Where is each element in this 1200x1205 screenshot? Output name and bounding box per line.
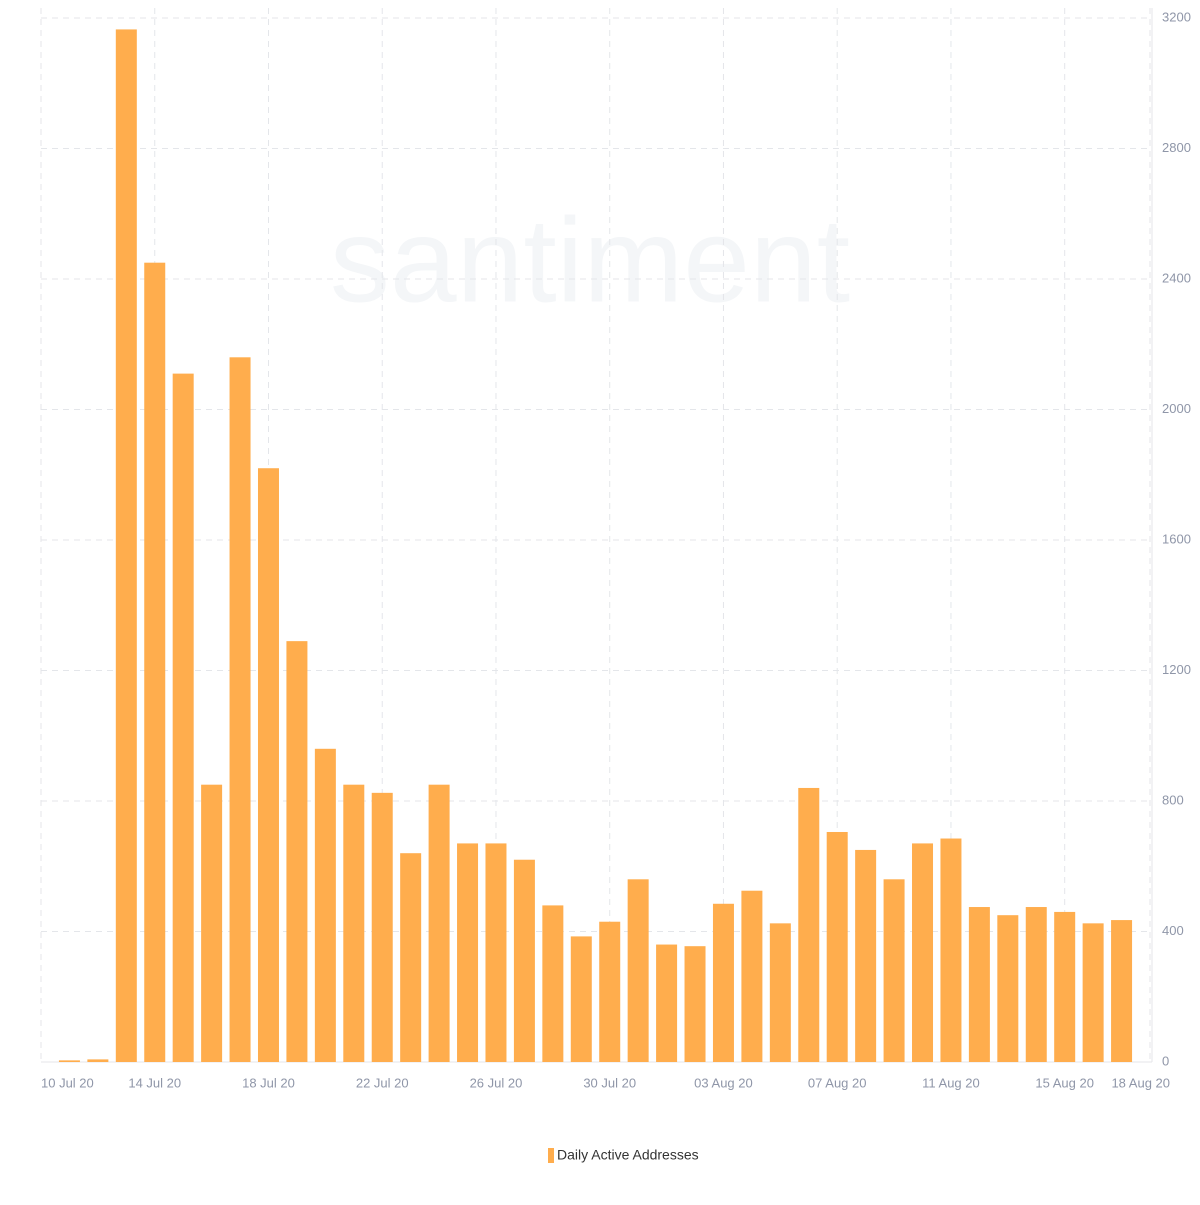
- y-tick-label: 0: [1162, 1053, 1169, 1068]
- bar: [58, 1060, 80, 1062]
- watermark: santiment: [330, 194, 850, 328]
- bar: [741, 890, 763, 1062]
- bar: [144, 262, 166, 1062]
- x-tick-label: 22 Jul 20: [356, 1075, 409, 1090]
- bar: [371, 792, 393, 1062]
- legend-swatch: [548, 1148, 554, 1163]
- y-tick-label: 1600: [1162, 531, 1191, 546]
- bar: [257, 468, 279, 1063]
- bar: [286, 641, 308, 1062]
- bar: [229, 357, 251, 1062]
- bar: [542, 905, 564, 1062]
- y-tick-label: 1200: [1162, 662, 1191, 677]
- x-tick-label: 30 Jul 20: [583, 1075, 636, 1090]
- bar: [997, 915, 1019, 1062]
- bar: [570, 936, 592, 1062]
- bar: [457, 843, 479, 1062]
- x-tick-label: 10 Jul 20: [41, 1075, 94, 1090]
- bar: [656, 944, 678, 1062]
- bar: [400, 853, 422, 1062]
- y-tick-label: 3200: [1162, 9, 1191, 24]
- x-tick-label: 18 Aug 20: [1111, 1075, 1170, 1090]
- bar: [798, 787, 820, 1062]
- x-tick-label: 26 Jul 20: [470, 1075, 523, 1090]
- bar: [1111, 920, 1133, 1062]
- bar: [627, 879, 649, 1062]
- bar: [968, 907, 990, 1062]
- bar: [314, 748, 336, 1062]
- bar: [87, 1059, 109, 1062]
- bar: [115, 29, 137, 1063]
- x-tick-label: 11 Aug 20: [922, 1075, 980, 1090]
- bar: [172, 373, 194, 1062]
- y-tick-label: 2400: [1162, 270, 1191, 285]
- bar: [940, 838, 962, 1062]
- y-tick-label: 400: [1162, 923, 1184, 938]
- legend-label: Daily Active Addresses: [557, 1147, 699, 1163]
- bar: [513, 859, 535, 1062]
- bar: [826, 831, 848, 1062]
- bar: [485, 843, 507, 1062]
- x-tick-label: 14 Jul 20: [128, 1075, 181, 1090]
- x-tick-label: 18 Jul 20: [242, 1075, 295, 1090]
- y-tick-label: 2800: [1162, 140, 1191, 155]
- bar: [343, 784, 365, 1062]
- bar: [769, 923, 791, 1062]
- bar: [201, 784, 223, 1062]
- y-tick-label: 2000: [1162, 401, 1191, 416]
- bar: [1082, 923, 1104, 1062]
- bar: [599, 921, 621, 1062]
- bar: [1025, 907, 1047, 1062]
- bar: [883, 879, 905, 1062]
- x-tick-label: 07 Aug 20: [808, 1075, 867, 1090]
- bar: [684, 946, 706, 1062]
- y-tick-label: 800: [1162, 792, 1184, 807]
- x-tick-label: 15 Aug 20: [1035, 1075, 1094, 1090]
- bar: [712, 903, 734, 1062]
- bar: [1054, 911, 1076, 1062]
- x-tick-label: 03 Aug 20: [694, 1075, 753, 1090]
- bar: [912, 843, 934, 1062]
- bar: [428, 784, 450, 1062]
- bar: [855, 849, 877, 1062]
